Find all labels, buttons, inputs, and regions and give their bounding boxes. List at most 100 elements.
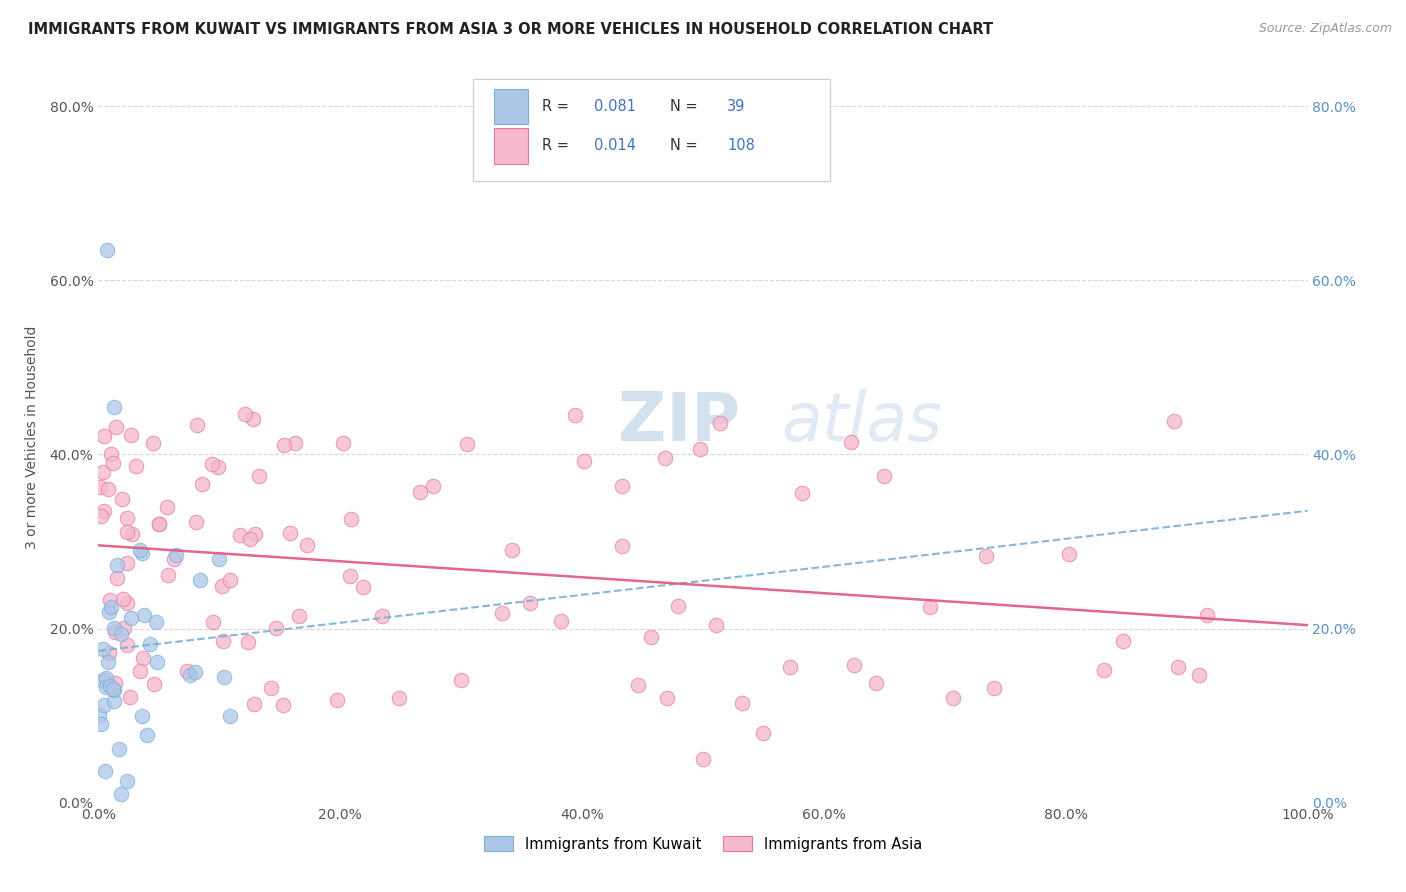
Point [201,457,224,471]
Point [284,435,307,450]
Point [128,665,150,679]
Point [572,454,595,468]
Point [1163,414,1185,428]
Point [98,646,121,660]
Text: R =: R = [543,99,574,114]
Point [98,593,121,607]
Point [654,450,676,465]
Bar [494,128,527,163]
Point [117,638,139,652]
Point [125,459,148,474]
Point [1092,663,1115,677]
Point [640,630,662,644]
Point [842,658,865,673]
Legend: Immigrants from Kuwait, Immigrants from Asia: Immigrants from Kuwait, Immigrants from … [478,830,928,858]
Point [873,469,896,483]
Point [273,438,295,452]
Text: 0.081: 0.081 [595,99,636,114]
Point [184,665,207,680]
Text: ZIP: ZIP [619,390,741,456]
Point [111,491,134,506]
Point [94,681,117,695]
Point [103,400,125,414]
Point [564,409,586,423]
Point [100,599,122,614]
Point [110,627,132,641]
Point [115,556,138,570]
Point [145,615,167,629]
Text: 0.014: 0.014 [595,138,636,153]
Point [156,500,179,514]
Point [121,527,143,541]
Point [371,609,394,624]
Point [94,671,117,685]
Point [666,599,689,613]
Point [212,670,235,684]
Point [731,696,754,710]
Point [142,435,165,450]
Point [100,448,122,462]
Point [104,676,127,690]
Point [148,516,170,531]
Point [243,527,266,541]
Point [128,543,150,558]
Point [96,243,118,257]
Point [97,482,120,496]
Point [184,515,207,529]
Point [114,621,136,635]
Point [626,678,648,692]
Point [120,690,142,704]
Point [93,465,115,479]
Point [941,690,963,705]
Point [93,428,115,442]
Point [93,504,115,518]
Point [163,552,186,566]
Point [295,537,318,551]
Point [243,697,266,711]
Point [191,476,214,491]
Point [132,651,155,665]
Point [456,436,478,450]
Point [104,624,127,639]
Point [287,608,309,623]
Point [790,485,813,500]
Point [101,682,124,697]
Point [326,692,349,706]
Point [278,526,301,541]
Point [97,655,120,669]
Point [610,539,633,553]
Point [1167,660,1189,674]
Text: 108: 108 [727,138,755,153]
Point [110,787,132,801]
Point [229,528,252,542]
Point [186,417,208,432]
Point [90,717,112,731]
Text: IMMIGRANTS FROM KUWAIT VS IMMIGRANTS FROM ASIA 3 OR MORE VEHICLES IN HOUSEHOLD C: IMMIGRANTS FROM KUWAIT VS IMMIGRANTS FRO… [28,22,993,37]
Bar [494,89,527,124]
Y-axis label: 3 or more Vehicles in Household: 3 or more Vehicles in Household [24,326,38,549]
Point [920,599,942,614]
Point [247,469,270,483]
Point [271,698,294,712]
Point [104,420,127,434]
Point [148,517,170,532]
Point [142,677,165,691]
Point [218,709,240,723]
Point [655,691,678,706]
Point [239,532,262,546]
Text: atlas: atlas [782,390,942,456]
Point [89,479,111,493]
Point [103,621,125,635]
Point [165,549,187,563]
Point [157,567,180,582]
Text: 39: 39 [727,99,745,114]
Point [689,442,711,456]
Point [409,485,432,500]
Point [1057,547,1080,561]
Point [207,459,229,474]
Point [103,456,125,470]
Point [550,614,572,628]
Point [105,571,128,585]
Point [103,682,125,697]
Point [450,673,472,688]
